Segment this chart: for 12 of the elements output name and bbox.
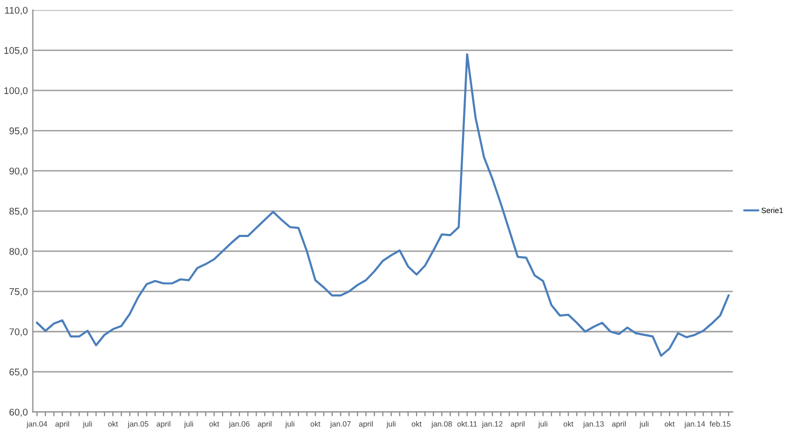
y-tick-label: 60,0	[10, 408, 28, 417]
y-tick-label: 70,0	[10, 328, 28, 336]
y-tick-label: 75,0	[10, 288, 28, 296]
y-tick-label: 95,0	[9, 127, 28, 136]
y-tick-label: 85,0	[9, 208, 28, 216]
y-tick-label: 65,0	[10, 368, 28, 377]
y-tick-label: 110,0	[5, 6, 28, 15]
y-tick-label: 80,0	[9, 248, 28, 256]
y-tick-label: 90,0	[9, 168, 28, 176]
line-series	[36, 53, 730, 357]
y-tick-label: 105,0	[4, 47, 28, 56]
y-tick-label: 100,0	[4, 87, 28, 96]
